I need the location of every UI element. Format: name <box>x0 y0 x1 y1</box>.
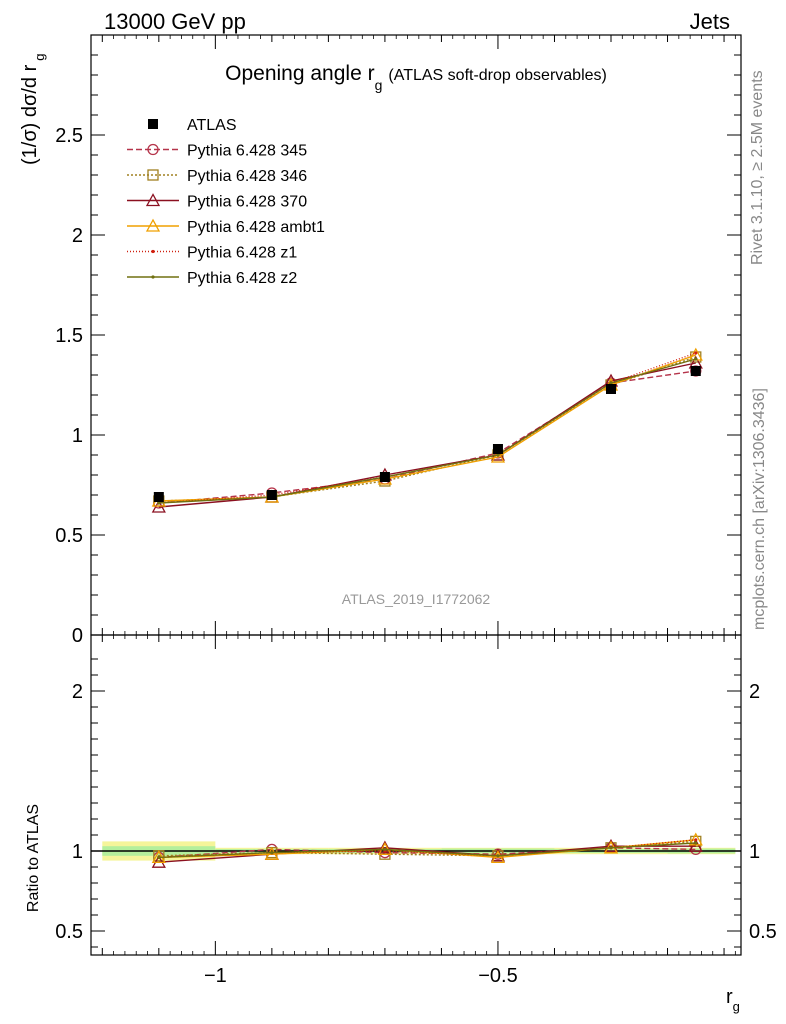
series-line <box>158 356 697 502</box>
series-point <box>694 357 698 361</box>
ratio-series-line <box>158 842 696 859</box>
series-line <box>158 370 696 504</box>
y-tick-label: 1.5 <box>55 325 83 347</box>
legend-marker <box>147 143 159 156</box>
analysis-watermark: ATLAS_2019_I1772062 <box>342 591 491 607</box>
xlabel-main: r <box>726 986 733 1008</box>
legend-label: Pythia 6.428 z2 <box>187 270 297 287</box>
ratio-y-tick-label-right: 2 <box>749 681 760 703</box>
series-point <box>609 381 613 385</box>
ylabel-main: (1/σ) dσ/d r <box>19 64 41 165</box>
legend-marker <box>145 218 161 232</box>
series-point <box>490 449 506 463</box>
data-point <box>153 492 164 502</box>
ratio-series-point <box>157 855 161 860</box>
ratio-series-point <box>383 847 387 852</box>
ratio-panel: −1 −0.5 0.5 0.5 1 1 2 2 <box>55 35 777 987</box>
legend-label: Pythia 6.428 346 <box>187 168 307 185</box>
x-axis-label: rg <box>726 986 740 1014</box>
title-extra: (ATLAS soft-drop observables) <box>388 67 606 84</box>
ratio-series-point <box>688 832 703 846</box>
ratio-series-point <box>609 846 613 850</box>
legend-marker <box>151 249 155 254</box>
legend-marker <box>148 119 158 129</box>
legend: ATLAS Pythia 6.428 345 Pythia 6.428 346 Pyt… <box>127 117 325 287</box>
title-main: Opening angle r <box>225 62 374 85</box>
main-ylabel: (1/σ) dσ/d r g <box>19 54 47 166</box>
ratio-ylabel: Ratio to ATLAS <box>25 804 42 912</box>
series-point <box>496 453 500 457</box>
ratio-series-point <box>490 850 506 864</box>
ylabel-sub: g <box>32 54 47 61</box>
xlabel-sub: g <box>733 999 740 1014</box>
legend-label: Pythia 6.428 370 <box>187 194 307 211</box>
series-line <box>158 354 697 502</box>
ratio-series-point <box>688 838 703 852</box>
chart-title: Opening angle rg (ATLAS soft-drop observa… <box>225 62 607 93</box>
ratio-series-point <box>377 840 393 854</box>
legend-marker <box>145 193 161 207</box>
legend-marker <box>151 275 155 279</box>
x-tick-label: −1 <box>204 965 227 987</box>
legend-label: Pythia 6.428 345 <box>187 143 307 160</box>
series-point <box>157 501 161 505</box>
ratio-series-point <box>603 838 619 852</box>
ratio-y-tick-label-right: 0.5 <box>749 921 777 943</box>
legend-marker <box>147 169 159 181</box>
y-tick-label: 2 <box>72 225 83 247</box>
data-point <box>379 472 390 482</box>
ratio-series-point <box>694 838 698 842</box>
ratio-series-point <box>264 846 279 860</box>
legend-label: Pythia 6.428 ambt1 <box>187 219 325 236</box>
series-line <box>158 352 697 504</box>
process-label: Jets <box>690 9 730 34</box>
ratio-frame <box>90 634 742 956</box>
ratio-series-line <box>158 839 696 859</box>
data-point <box>492 444 503 454</box>
ratio-y-tick-label: 0.5 <box>55 921 83 943</box>
y-tick-label: 2.5 <box>55 125 83 147</box>
data-point <box>266 490 277 500</box>
energy-label: 13000 GeV pp <box>104 9 246 34</box>
data-point <box>606 384 616 394</box>
ratio-series-point <box>151 854 166 868</box>
series-point <box>694 351 698 355</box>
title-sub: g <box>375 77 383 93</box>
ratio-y-tick-label: 2 <box>72 681 83 703</box>
ratio-series-point <box>496 854 500 858</box>
legend-label: ATLAS <box>187 117 237 134</box>
main-panel: 0 0.5 1 1.5 2 2.5 <box>55 34 742 955</box>
ratio-series-point <box>270 851 274 855</box>
legend-label: Pythia 6.428 z1 <box>187 245 297 262</box>
ratio-series-point <box>694 841 698 845</box>
ratio-y-tick-label: 1 <box>72 841 83 863</box>
y-tick-label: 1 <box>72 425 83 447</box>
side-label-top: Rivet 3.1.10, ≥ 2.5M events <box>749 70 766 265</box>
y-tick-label: 0.5 <box>55 525 83 547</box>
series-line <box>158 358 696 504</box>
y-tick-label: 0 <box>72 625 83 647</box>
data-point <box>690 366 701 376</box>
side-label-bottom: mcplots.cern.ch [arXiv:1306.3436] <box>751 388 768 630</box>
ratio-y-tick-label-right: 1 <box>749 841 760 863</box>
x-tick-label: −0.5 <box>478 965 517 987</box>
